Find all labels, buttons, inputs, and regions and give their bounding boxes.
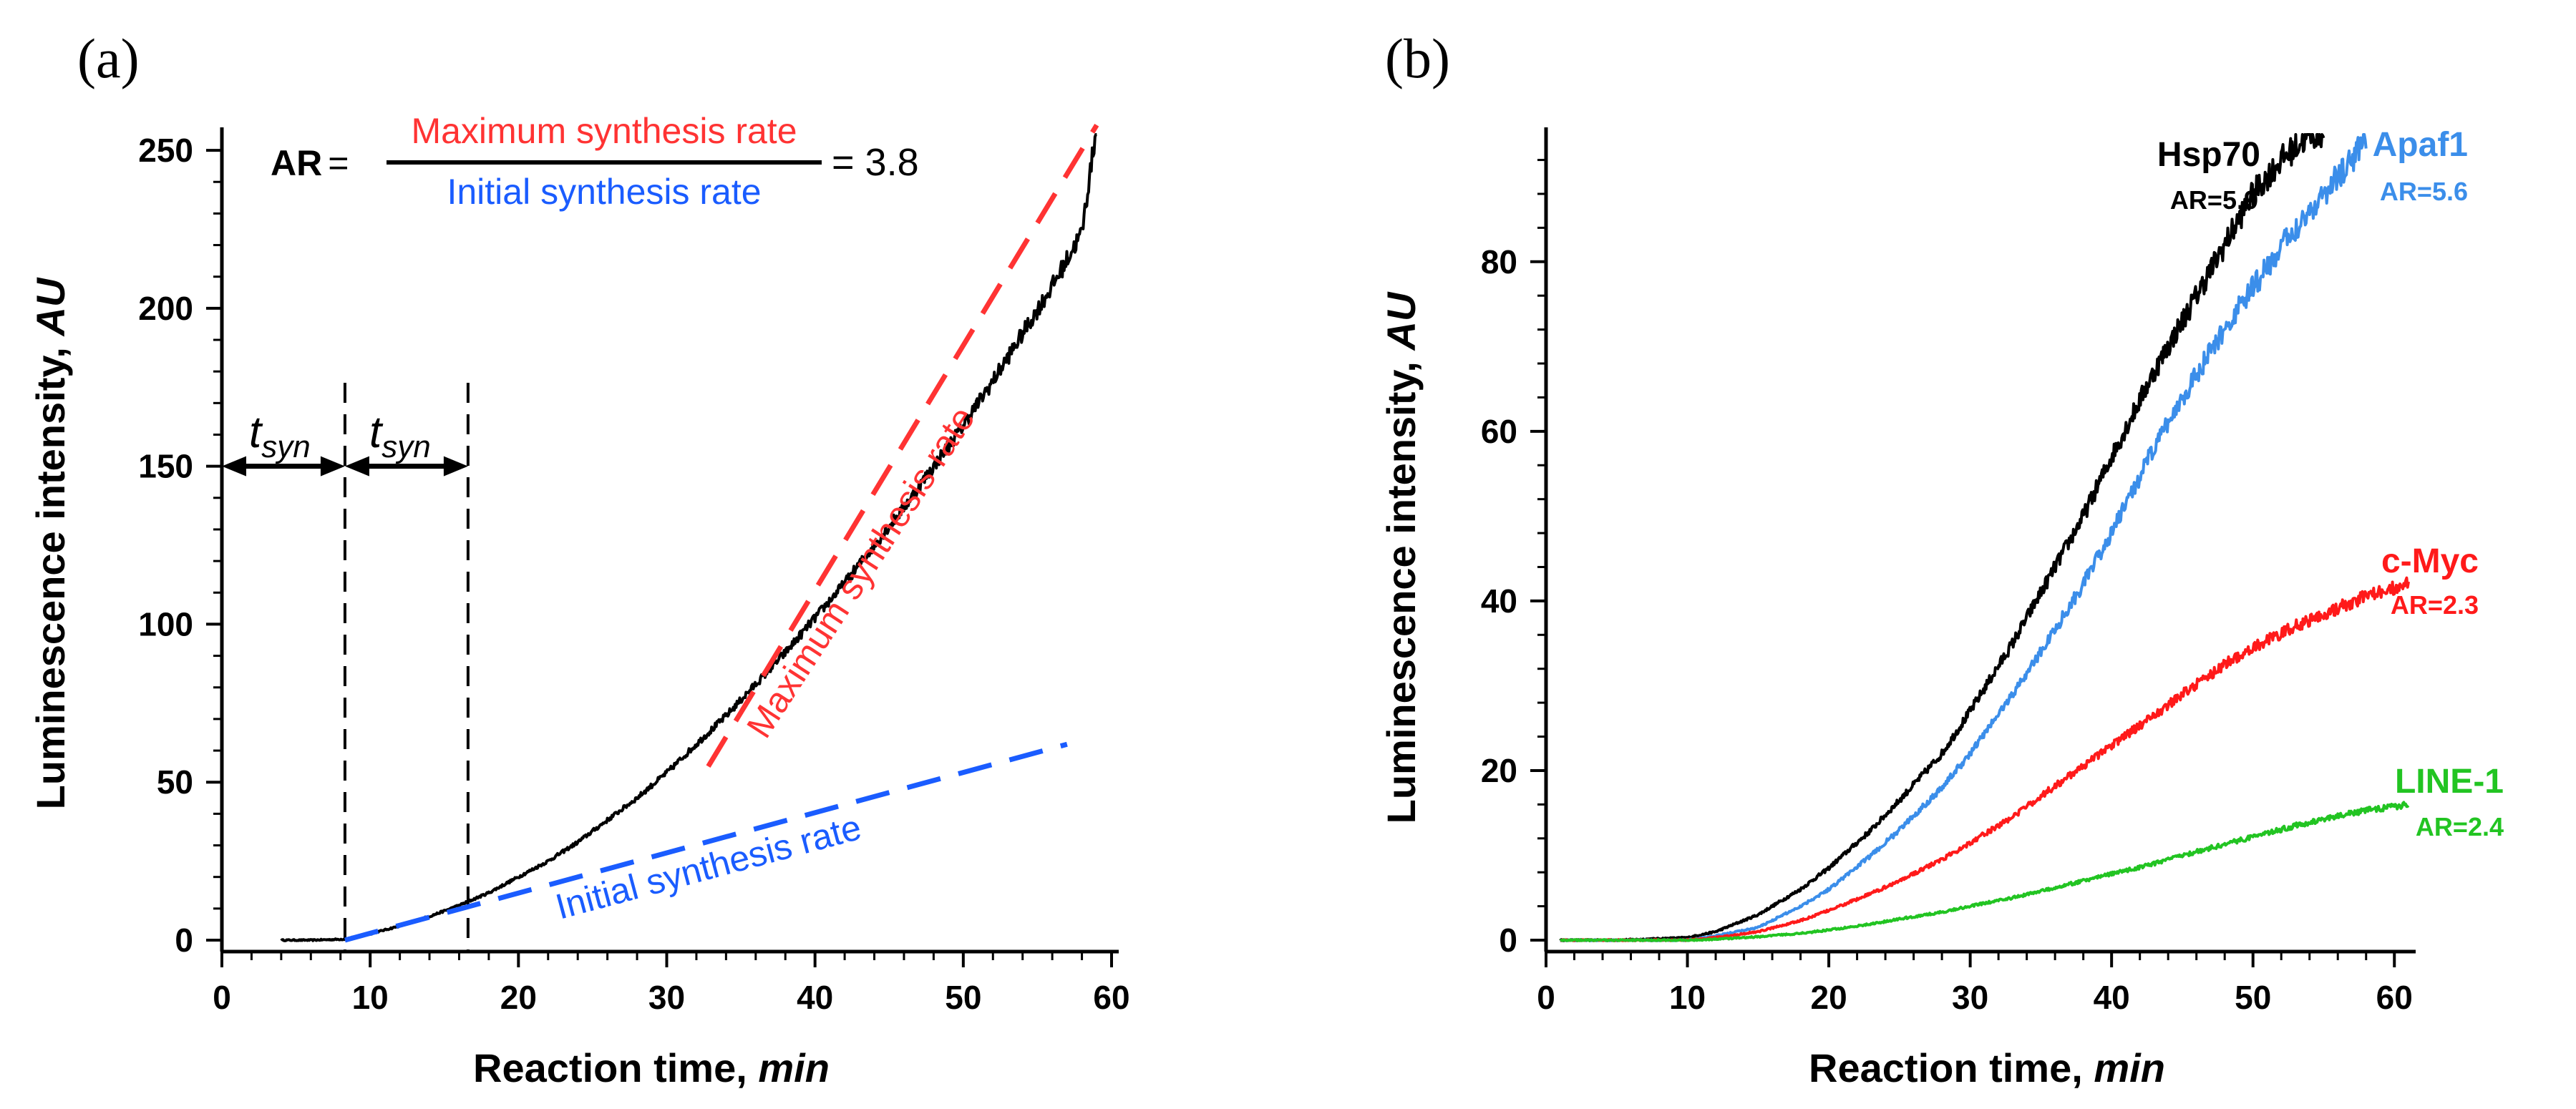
tsyn-arrow-1-head-right — [320, 456, 345, 477]
panel-a-x-tick-label: 40 — [797, 979, 833, 1016]
panel-b-y-axis-label: Luminescence intensity, — [1379, 361, 1424, 824]
panel-a-x-tick-label: 10 — [352, 979, 389, 1016]
panel-b-x-tick-label: 10 — [1669, 979, 1706, 1016]
panel-b-x-tick-label: 0 — [1537, 979, 1555, 1016]
panel-b-x-tick-label: 20 — [1810, 979, 1847, 1016]
legend-cmyc-ar: AR=2.3 — [2391, 590, 2479, 620]
legend-hsp70-name: Hsp70 — [2157, 136, 2260, 174]
panel-a-y-tick-label: 0 — [175, 922, 193, 959]
legend-line1-name: LINE-1 — [2395, 763, 2504, 801]
panel-b-y-tick-label: 80 — [1481, 243, 1517, 280]
panel-b-series-c-myc — [1560, 576, 2410, 942]
panel-a-x-axis-label: Reaction time, — [473, 1045, 747, 1090]
initial-rate-tangent-line — [344, 741, 1068, 943]
tsyn-arrow-1-head-left — [222, 456, 246, 477]
panel-a-series-trace — [280, 133, 1097, 942]
panel-b-y-tick-label: 0 — [1499, 922, 1517, 959]
panel-b-letter: (b) — [1385, 27, 1450, 89]
legend-apaf1-name: Apaf1 — [2373, 126, 2468, 164]
panel-b-x-axis-title: Reaction time, min — [1809, 1045, 2165, 1090]
panel-b-x-tick-label: 60 — [2376, 979, 2413, 1016]
panel-a-x-axis-unit: min — [758, 1045, 830, 1090]
ar-formula-label: AR = — [271, 143, 349, 183]
ar-value: = 3.8 — [832, 141, 919, 184]
panel-b-series-hsp70 — [1559, 133, 2325, 942]
panel-a-x-tick-label: 30 — [648, 979, 685, 1016]
tsyn-label-2: tsyn — [369, 408, 431, 464]
panel-b-plot-area: 0 10 20 30 40 50 60 0 20 40 60 80 — [1481, 127, 2416, 1016]
legend-apaf1-ar: AR=5.6 — [2380, 177, 2468, 206]
panel-a-y-tick-label: 250 — [138, 132, 193, 169]
panel-b-y-axis-unit: AU — [1379, 291, 1424, 351]
panel-b-y-tick-label: 60 — [1481, 413, 1517, 450]
tsyn-arrow-2-head-right — [443, 456, 468, 477]
panel-b-x-axis-unit: min — [2094, 1045, 2165, 1090]
panel-a-y-tick-label: 200 — [138, 290, 193, 327]
legend-cmyc-name: c-Myc — [2381, 542, 2479, 580]
panel-a-x-tick-label: 50 — [945, 979, 981, 1016]
panel-b-y-axis-title: Luminescence intensity, AU — [1379, 291, 1424, 824]
panel-b-x-tick-label: 40 — [2094, 979, 2130, 1016]
legend-line1-ar: AR=2.4 — [2416, 812, 2504, 841]
panel-b-series-line-1 — [1559, 801, 2410, 942]
panel-b-x-tick-label: 50 — [2235, 979, 2271, 1016]
panel-b-x-tick-label: 30 — [1952, 979, 1988, 1016]
panel-a-y-axis-unit: AU — [28, 277, 73, 337]
tsyn-label-1: tsyn — [249, 408, 311, 464]
panel-a: (a) 0 10 20 30 40 50 60 0 50 100 150 200 250 Reactio… — [28, 27, 1130, 1090]
panel-a-y-tick-label: 50 — [157, 763, 193, 801]
panel-a-plot-area: 0 10 20 30 40 50 60 0 50 100 150 200 250 — [138, 123, 1130, 1016]
panel-a-letter: (a) — [77, 27, 140, 89]
legend-hsp70-ar: AR=5.9 — [2170, 185, 2258, 215]
panel-a-x-axis-title: Reaction time, min — [473, 1045, 830, 1090]
panel-a-y-axis-label: Luminescence intensity, — [28, 347, 73, 809]
panel-b: (b) 0 10 20 30 40 50 60 0 20 40 60 80 Reaction time… — [1379, 27, 2504, 1090]
max-rate-tangent-line — [706, 123, 1099, 768]
panel-a-y-tick-label: 150 — [138, 448, 193, 485]
max-rate-line-label: Maximum synthesis rate — [739, 399, 983, 745]
ar-denominator: Initial synthesis rate — [447, 172, 761, 212]
panel-a-x-tick-label: 60 — [1093, 979, 1129, 1016]
panel-b-y-tick-label: 40 — [1481, 582, 1517, 620]
panel-a-y-axis-title: Luminescence intensity, AU — [28, 277, 73, 809]
panel-a-x-tick-label: 20 — [500, 979, 537, 1016]
panel-b-y-tick-label: 20 — [1481, 752, 1517, 789]
tsyn-arrow-2-head-left — [344, 456, 369, 477]
panel-b-x-axis-label: Reaction time, — [1809, 1045, 2083, 1090]
ar-numerator: Maximum synthesis rate — [411, 111, 797, 151]
panel-a-y-tick-label: 100 — [138, 605, 193, 643]
panel-b-series-apaf1 — [1560, 133, 2368, 942]
panel-a-x-tick-label: 0 — [213, 979, 231, 1016]
